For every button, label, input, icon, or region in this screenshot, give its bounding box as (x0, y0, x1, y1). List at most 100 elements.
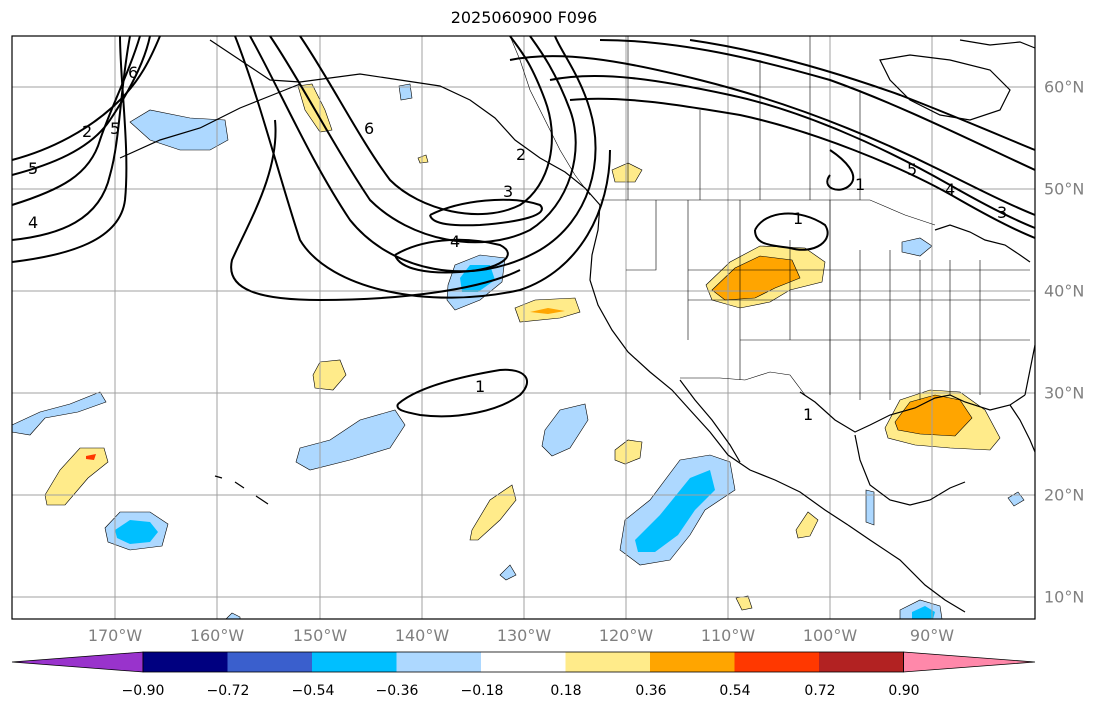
lon-label-120w: 120°W (598, 626, 654, 645)
yellow-region-bc-coast (611, 162, 643, 183)
contour-low-2 (429, 198, 543, 227)
contour-ridge-5 (689, 39, 1036, 151)
contour-low-1 (394, 238, 509, 274)
blue-core-caribbean (912, 606, 935, 619)
florida (1009, 404, 1036, 453)
contour-trough-3 (249, 35, 597, 273)
colorbar-tick-label: −0.72 (206, 683, 250, 699)
yellow-region-pacific-3 (469, 484, 517, 541)
blue-core-mexico-coast (635, 470, 715, 552)
contour-high-1 (754, 212, 829, 251)
colorbar-tick-label: −0.54 (291, 683, 335, 699)
blue-region-east-pacific (541, 403, 589, 457)
canadian-provinces (627, 36, 861, 200)
lon-label-100w: 100°W (802, 626, 858, 645)
contour-trough-5 (230, 119, 521, 302)
blue-region-small-2 (499, 564, 517, 581)
lon-label-150w: 150°W (292, 626, 348, 645)
contour-label: 1 (803, 405, 813, 424)
colorbar-tick-label: −0.36 (375, 683, 419, 699)
contour-label: 4 (945, 180, 955, 199)
alaska-peninsula (119, 83, 301, 159)
contour-ridge-4 (599, 39, 1036, 171)
grid-lines (12, 36, 1035, 619)
contour-ridge-3 (569, 97, 1036, 239)
colorbar-extend-min (11, 651, 144, 673)
colorbar-segment (650, 652, 735, 672)
contour-value-labels: 6 5 2 4 5 6 3 4 2 1 1 5 4 3 1 1 (28, 63, 1007, 424)
colorbar-segment (481, 652, 566, 672)
lon-label-160w: 160°W (189, 626, 245, 645)
blue-region-subtropics-west (11, 391, 107, 436)
orange-region-rockies (711, 255, 801, 301)
contour-trough-4 (234, 35, 611, 299)
anomaly-shading (11, 83, 1025, 620)
contour-trough-1 (299, 35, 553, 216)
blue-region-small-4 (865, 489, 875, 526)
yucatan-mexico (854, 434, 966, 506)
great-lakes (934, 224, 1031, 263)
contour-west-5 (11, 35, 128, 263)
political-borders (509, 35, 1030, 400)
yellow-region-pacific-2 (44, 447, 109, 506)
contour-label: 1 (793, 209, 803, 228)
yellow-region-mexico-south (795, 511, 819, 539)
contour-label: 5 (28, 159, 38, 178)
colorbar-segment (565, 652, 651, 672)
us-canada-border (600, 199, 936, 226)
contour-bend-1 (826, 149, 855, 191)
colorbar-segment (819, 652, 904, 672)
baja-california (679, 379, 741, 463)
map-title: 2025060900 F096 (450, 8, 598, 27)
colorbar-tick-label: −0.18 (460, 683, 504, 699)
hawaii-islands (214, 475, 269, 505)
yellow-region-pacific-4 (614, 439, 643, 465)
contour-label: 5 (907, 160, 917, 179)
contour-label: 1 (855, 175, 865, 194)
contour-label: 3 (503, 182, 513, 201)
contour-trough-2 (269, 35, 577, 244)
alaska-canada-border (509, 35, 591, 196)
arctic-islands (959, 39, 1036, 49)
blue-region-central-pacific (295, 409, 406, 471)
red-dot-pacific-2 (86, 454, 96, 460)
colorbar-tick-label: 0.72 (804, 683, 836, 699)
contour-ridge-1 (509, 55, 1036, 216)
blue-region-small-3 (398, 83, 413, 101)
colorbar-tick-label: 0.54 (719, 683, 751, 699)
contour-label: 2 (516, 145, 526, 164)
colorbar-segment (143, 652, 228, 672)
contour-high-2 (396, 368, 528, 418)
us-mexico-border (680, 371, 806, 396)
east-coast (1024, 344, 1036, 396)
contour-west-1 (11, 35, 161, 161)
contour-label: 6 (364, 119, 374, 138)
lon-label-170w: 170°W (87, 626, 143, 645)
contour-label: 4 (28, 213, 38, 232)
lat-label-30n: 30°N (1044, 383, 1085, 403)
contour-label: 4 (450, 232, 460, 251)
yellow-region-small-2 (417, 154, 429, 164)
colorbar-outline (142, 651, 904, 673)
colorbar-tick-label: 0.36 (635, 683, 667, 699)
alaska-coast (209, 39, 601, 206)
lat-label-20n: 20°N (1044, 485, 1085, 505)
coastlines (119, 39, 1036, 613)
colorbar-tick-label: 0.18 (550, 683, 582, 699)
contour-west-3 (11, 35, 141, 206)
lon-label-110w: 110°W (700, 626, 756, 645)
hudson-bay (879, 54, 1011, 121)
colorbar-tick-label: −0.90 (121, 683, 165, 699)
lon-label-140w: 140°W (394, 626, 450, 645)
orange-region-gulf-mexico (894, 394, 973, 437)
central-america (847, 524, 966, 613)
contour-label: 5 (110, 119, 120, 138)
lat-label-60n: 60°N (1044, 77, 1085, 97)
colorbar (11, 651, 1036, 673)
west-coast-north-america (589, 204, 849, 526)
colorbar-segment (734, 652, 820, 672)
colorbar-extend-max (903, 651, 1036, 673)
colorbar-segment (227, 652, 313, 672)
orange-streak-offshore-california (530, 308, 565, 314)
